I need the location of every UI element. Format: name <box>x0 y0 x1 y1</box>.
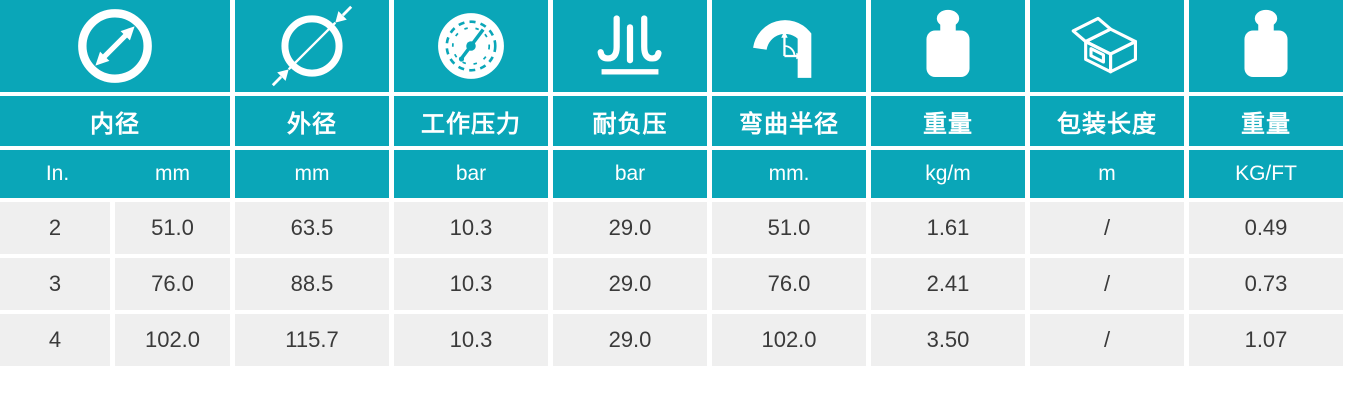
vacuum-icon <box>597 15 662 75</box>
package-box-icon <box>1071 16 1137 74</box>
icon-cell-weight-imperial <box>1189 0 1343 92</box>
pressure-gauge-icon <box>438 13 504 79</box>
icon-cell-weight-metric <box>871 0 1025 92</box>
icon-cell-vacuum <box>553 0 707 92</box>
column-header-weight-metric: 重量 <box>871 96 1025 146</box>
data-cell: 3.50 <box>871 314 1025 366</box>
data-cell: 102.0 <box>115 314 230 366</box>
hose-spec-table: 内径 外径 工作压力 耐负压 弯曲半径 重量 包装长度 重量 In. mm mm… <box>0 0 1343 366</box>
unit-label-inches: In. <box>45 162 70 185</box>
icon-cell-inner-diameter <box>0 0 230 92</box>
data-cell: 1.07 <box>1189 314 1343 366</box>
units-cell-weight-metric: kg/m <box>871 150 1025 198</box>
data-cell: 10.3 <box>394 314 548 366</box>
data-cell: 76.0 <box>115 258 230 310</box>
data-cell: 29.0 <box>553 202 707 254</box>
column-header-bend-radius: 弯曲半径 <box>712 96 866 146</box>
data-cell: 76.0 <box>712 258 866 310</box>
data-cell: 0.73 <box>1189 258 1343 310</box>
bend-radius-icon <box>753 20 812 78</box>
icon-cell-outer-diameter <box>235 0 389 92</box>
icon-cell-package-length <box>1030 0 1184 92</box>
data-cell: / <box>1030 202 1184 254</box>
data-cell: / <box>1030 258 1184 310</box>
data-cell: 102.0 <box>712 314 866 366</box>
units-cell-inner-diameter: In. mm <box>0 150 230 198</box>
column-header-weight-imperial: 重量 <box>1189 96 1343 146</box>
column-header-inner-diameter: 内径 <box>0 96 230 146</box>
units-cell-bend-radius: mm. <box>712 150 866 198</box>
data-cell: 3 <box>0 258 110 310</box>
column-header-package-length: 包装长度 <box>1030 96 1184 146</box>
data-cell: 63.5 <box>235 202 389 254</box>
data-cell: 88.5 <box>235 258 389 310</box>
units-cell-weight-imperial: KG/FT <box>1189 150 1343 198</box>
units-cell-package-length: m <box>1030 150 1184 198</box>
data-cell: 29.0 <box>553 314 707 366</box>
data-cell: 29.0 <box>553 258 707 310</box>
data-cell: 0.49 <box>1189 202 1343 254</box>
weight-icon <box>1244 9 1288 77</box>
data-cell: 115.7 <box>235 314 389 366</box>
column-header-vacuum: 耐负压 <box>553 96 707 146</box>
data-cell: 51.0 <box>115 202 230 254</box>
icon-cell-bend-radius <box>712 0 866 92</box>
data-cell: 1.61 <box>871 202 1025 254</box>
inner-diameter-icon <box>78 9 152 83</box>
weight-icon <box>926 9 970 77</box>
column-header-outer-diameter: 外径 <box>235 96 389 146</box>
outer-diameter-icon <box>271 5 353 87</box>
data-cell: 51.0 <box>712 202 866 254</box>
units-cell-outer-diameter: mm <box>235 150 389 198</box>
data-cell: 10.3 <box>394 258 548 310</box>
data-cell: / <box>1030 314 1184 366</box>
data-cell: 2.41 <box>871 258 1025 310</box>
data-cell: 4 <box>0 314 110 366</box>
data-cell: 10.3 <box>394 202 548 254</box>
unit-label-mm: mm <box>155 162 190 185</box>
column-header-working-pressure: 工作压力 <box>394 96 548 146</box>
units-cell-working-pressure: bar <box>394 150 548 198</box>
units-cell-vacuum: bar <box>553 150 707 198</box>
icon-cell-working-pressure <box>394 0 548 92</box>
data-cell: 2 <box>0 202 110 254</box>
